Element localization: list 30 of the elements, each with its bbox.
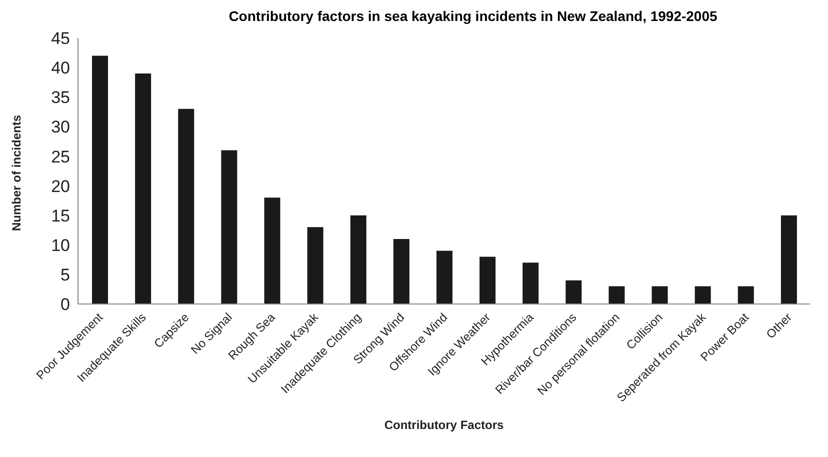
bar — [522, 262, 539, 304]
bar — [480, 256, 496, 304]
bar — [608, 286, 625, 304]
bar — [350, 215, 366, 304]
y-tick-label: 0 — [60, 295, 70, 314]
y-tick-label: 15 — [51, 206, 70, 226]
bar — [221, 150, 238, 304]
y-axis-title: Number of incidents — [9, 114, 24, 231]
bar — [393, 238, 410, 304]
y-tick-label: 25 — [51, 147, 70, 166]
y-tick-label: 35 — [51, 88, 70, 108]
bar — [307, 227, 324, 304]
x-axis-title: Contributory Factors — [384, 418, 504, 432]
y-tick-label: 10 — [51, 236, 70, 255]
bar — [652, 286, 668, 304]
y-tick-label: 45 — [51, 29, 70, 48]
bar — [135, 73, 152, 304]
y-tick-label: 40 — [51, 58, 70, 78]
y-tick-label: 20 — [51, 176, 70, 196]
bar — [566, 280, 582, 304]
y-tick-label: 5 — [60, 265, 70, 284]
bar — [436, 250, 452, 304]
bar — [780, 215, 797, 304]
bar — [694, 286, 711, 304]
chart-title: Contributory factors in sea kayaking incidents in New Zealand, 1992-2005 — [228, 8, 718, 24]
bar — [264, 198, 280, 304]
bar — [92, 56, 108, 304]
bar — [738, 286, 754, 304]
bar — [178, 108, 194, 304]
y-tick-label: 30 — [51, 118, 70, 137]
